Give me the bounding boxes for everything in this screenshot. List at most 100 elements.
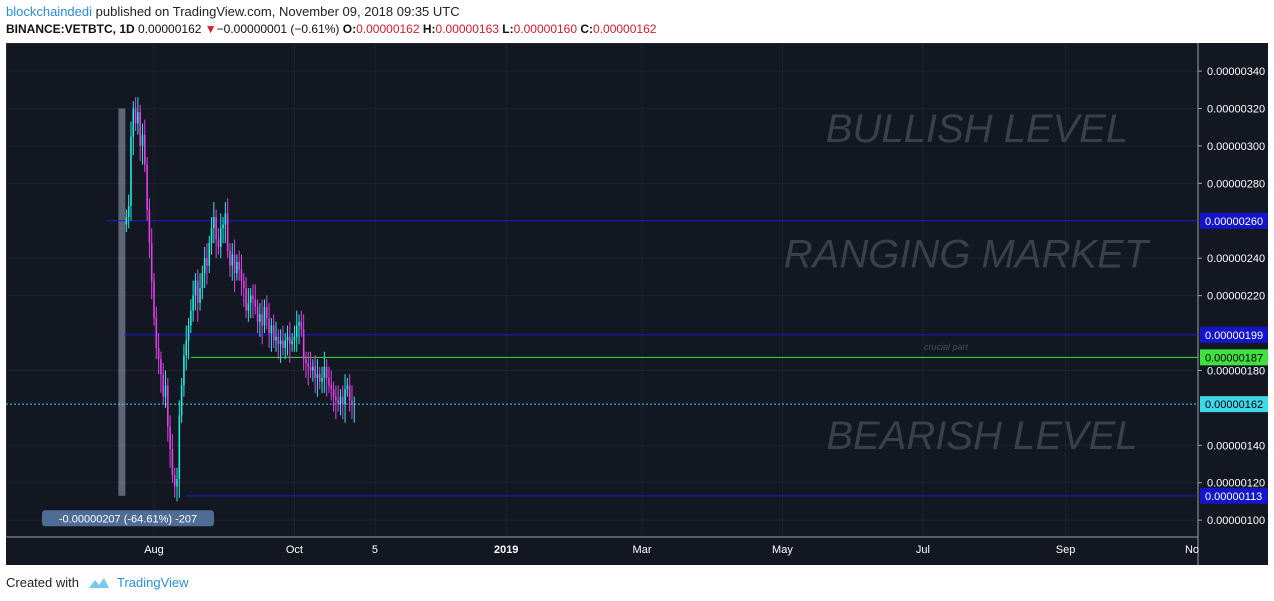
tradingview-link[interactable]: TradingView (116, 575, 189, 590)
candle-body (210, 228, 213, 244)
candle-body (169, 426, 171, 450)
price-tag-background (1200, 326, 1268, 343)
candle-body (272, 325, 275, 341)
candle-body (259, 314, 261, 322)
y-tick-label: 0.00000140 (1207, 440, 1265, 452)
candle-body (346, 385, 349, 390)
candle-body (328, 377, 330, 386)
measure-label: -0.00000207 (-64.61%) -207 (59, 513, 197, 525)
candle-body (291, 340, 293, 345)
candle-body (240, 269, 243, 281)
candle-body (335, 396, 337, 401)
ranging-market-label: RANGING MARKET (784, 233, 1151, 277)
price-change: −0.00000001 (−0.61%) (216, 22, 340, 36)
candle-body (201, 273, 204, 289)
y-tick-label: 0.00000280 (1207, 178, 1265, 190)
x-tick-label: May (772, 544, 793, 556)
price-tag-background (1200, 212, 1268, 229)
candle-body (261, 314, 263, 326)
candle-body (254, 299, 257, 307)
price-tag-background (1200, 396, 1268, 413)
chart-container[interactable]: BULLISH LEVEL RANGING MARKET BEARISH LEVEL… (5, 42, 1268, 565)
candle-body (295, 325, 298, 337)
bearish-level-label: BEARISH LEVEL (826, 414, 1137, 458)
low-value: 0.00000160 (513, 22, 578, 36)
candle-body (242, 280, 245, 289)
candle-body (353, 404, 356, 406)
candle-body (298, 321, 300, 326)
candle-body (330, 385, 333, 390)
x-tick-label: Mar (633, 544, 652, 556)
candle-body (199, 288, 201, 304)
open-label: O: (342, 22, 357, 36)
measure-bar (118, 108, 126, 496)
candle-body (139, 112, 141, 146)
candle-body (282, 340, 284, 349)
candle-body (348, 385, 351, 401)
candle-body (344, 389, 346, 405)
y-tick-label: 0.00000300 (1207, 141, 1265, 153)
candle-body (217, 239, 220, 247)
plot-area (5, 42, 1199, 538)
candle-body (164, 385, 167, 397)
candle-body (155, 318, 158, 349)
tradingview-logo-icon (88, 577, 109, 588)
candle-body (148, 209, 151, 244)
candle-body (180, 385, 183, 416)
candle-body (249, 295, 252, 304)
candle-body (213, 217, 215, 229)
candle-body (351, 400, 353, 405)
footer: Created with TradingView (6, 575, 189, 590)
publish-info: blockchaindedi published on TradingView.… (6, 4, 460, 19)
candle-body (229, 250, 231, 266)
candle-body (286, 336, 289, 341)
candle-body (141, 134, 144, 146)
x-tick-label: Oct (286, 544, 303, 556)
candle-body (289, 336, 291, 345)
candle-body (268, 318, 270, 334)
candle-body (337, 400, 339, 405)
price-tag-label: 0.00000162 (1205, 399, 1263, 411)
price-tag-background (1200, 487, 1268, 504)
candle-body (341, 396, 344, 405)
candle-body (275, 336, 277, 341)
candle-body (247, 303, 250, 311)
author-link[interactable]: blockchaindedi (6, 4, 93, 19)
crucial-part-label: crucial part (924, 342, 969, 352)
candle-body (305, 359, 307, 363)
candle-body (134, 108, 137, 124)
candle-body (224, 213, 227, 225)
candle-body (127, 205, 130, 218)
candle-body (270, 325, 273, 334)
x-tick-label: No (1185, 544, 1199, 556)
price-tag-label: 0.00000187 (1205, 352, 1263, 364)
y-tick-label: 0.00000120 (1207, 478, 1265, 490)
candle-body (137, 112, 139, 124)
candle-body (157, 348, 160, 360)
price-tag-label: 0.00000113 (1205, 491, 1262, 503)
candle-body (219, 228, 222, 247)
high-label: H: (422, 22, 436, 36)
last-price: 0.00000162 (138, 22, 202, 36)
candle-body (256, 306, 259, 322)
candle-body (339, 396, 342, 405)
y-tick-label: 0.00000180 (1207, 365, 1265, 377)
candle-body (226, 213, 229, 251)
candle-body (176, 478, 178, 487)
candle-body (318, 374, 321, 382)
candle-body (279, 340, 282, 345)
candle-body (222, 224, 224, 229)
candle-body (206, 258, 208, 266)
candle-body (332, 389, 335, 397)
candle-body (233, 254, 236, 274)
candle-body (321, 377, 323, 382)
candle-body (130, 136, 132, 206)
candle-body (208, 243, 211, 266)
y-tick-label: 0.00000100 (1207, 515, 1265, 527)
symbol-ohlc-line: BINANCE:VETBTC, 1D 0.00000162 ▼−0.000000… (6, 22, 656, 36)
candle-body (167, 385, 169, 427)
bullish-level-label: BULLISH LEVEL (826, 107, 1128, 151)
high-value: 0.00000163 (435, 22, 499, 36)
price-chart[interactable]: BULLISH LEVEL RANGING MARKET BEARISH LEVEL… (5, 42, 1268, 565)
candle-body (143, 134, 146, 165)
